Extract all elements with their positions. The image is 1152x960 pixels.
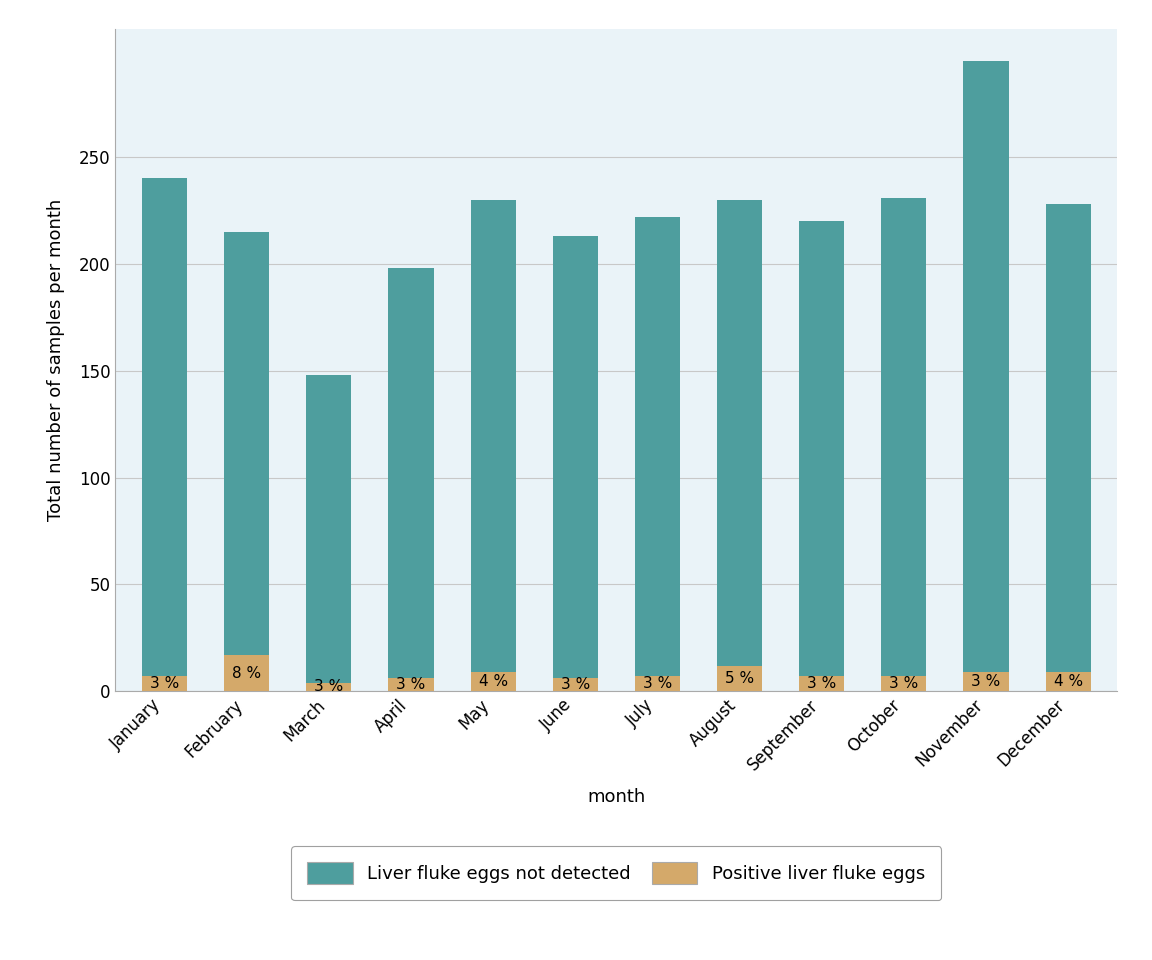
Bar [388, 679, 433, 691]
Text: 3 %: 3 % [150, 676, 179, 691]
Bar [142, 179, 187, 676]
Bar [635, 676, 680, 691]
Bar [306, 375, 351, 683]
Text: 3 %: 3 % [561, 678, 590, 692]
Y-axis label: Total number of samples per month: Total number of samples per month [47, 199, 65, 521]
Text: 3 %: 3 % [971, 674, 1001, 689]
Text: 4 %: 4 % [1054, 674, 1083, 689]
Text: 3 %: 3 % [314, 680, 343, 694]
Text: 5 %: 5 % [725, 671, 755, 685]
Bar [881, 676, 926, 691]
Bar [717, 200, 763, 665]
X-axis label: month: month [588, 787, 645, 805]
Bar [306, 683, 351, 691]
Bar [223, 655, 270, 691]
Bar [142, 676, 187, 691]
Text: 3 %: 3 % [889, 676, 918, 691]
Bar [470, 672, 516, 691]
Bar [388, 268, 433, 679]
Bar [1046, 204, 1091, 672]
Bar [963, 60, 1009, 672]
Bar [553, 679, 598, 691]
Bar [635, 217, 680, 676]
Text: 3 %: 3 % [808, 676, 836, 691]
Bar [717, 665, 763, 691]
Bar [881, 198, 926, 676]
Legend: Liver fluke eggs not detected, Positive liver fluke eggs: Liver fluke eggs not detected, Positive … [291, 846, 941, 900]
Text: 3 %: 3 % [643, 676, 672, 691]
Bar [799, 676, 844, 691]
Text: 3 %: 3 % [396, 678, 425, 692]
Text: 4 %: 4 % [478, 674, 508, 689]
Text: 8 %: 8 % [232, 665, 262, 681]
Bar [799, 221, 844, 676]
Bar [963, 672, 1009, 691]
Bar [1046, 672, 1091, 691]
Bar [223, 231, 270, 655]
Bar [470, 200, 516, 672]
Bar [553, 236, 598, 679]
